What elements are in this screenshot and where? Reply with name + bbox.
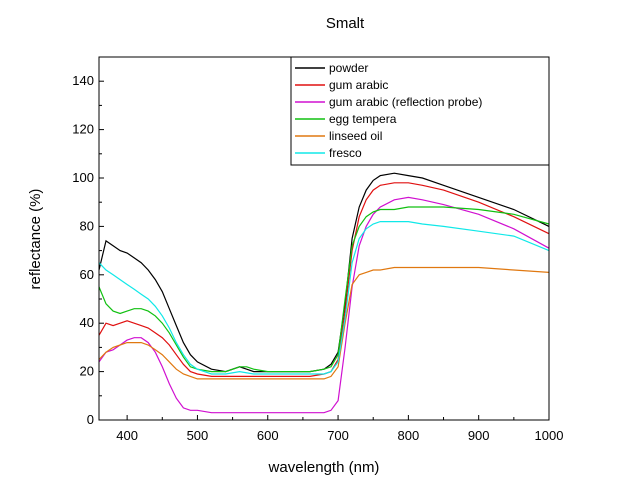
y-tick-label: 120 — [72, 122, 94, 137]
x-tick-label: 800 — [398, 428, 420, 443]
y-tick-label: 20 — [80, 364, 94, 379]
x-tick-label: 600 — [257, 428, 279, 443]
series-line-4 — [98, 206, 550, 373]
series-line-6 — [98, 221, 550, 375]
x-tick-label: 1000 — [535, 428, 564, 443]
x-tick-label: 400 — [116, 428, 138, 443]
y-tick-label: 0 — [87, 412, 94, 427]
legend-label: gum arabic — [329, 78, 388, 92]
legend-label: powder — [329, 61, 368, 75]
legend-label: fresco — [329, 146, 362, 160]
chart-title: Smalt — [326, 15, 365, 32]
y-tick-label: 140 — [72, 73, 94, 88]
x-axis-label: wavelength (nm) — [268, 459, 380, 476]
legend-label: gum arabic (reflection probe) — [329, 95, 482, 109]
y-axis-label: reflectance (%) — [27, 189, 44, 290]
y-tick-label: 40 — [80, 315, 94, 330]
series-line-3 — [98, 196, 550, 414]
y-tick-label: 60 — [80, 267, 94, 282]
x-axis: 400 500 600 700 800 900 1000 — [116, 415, 563, 443]
legend-label: linseed oil — [329, 129, 382, 143]
legend: powder gum arabic gum arabic (reflection p… — [290, 56, 550, 166]
y-tick-label: 100 — [72, 170, 94, 185]
x-tick-label: 700 — [327, 428, 349, 443]
series-line-1 — [98, 172, 550, 373]
series-line-5 — [98, 266, 550, 380]
y-axis: 0 20 40 60 80 100 120 140 — [72, 73, 104, 427]
x-tick-label: 900 — [468, 428, 490, 443]
plot-lines — [98, 172, 550, 414]
series-line-2 — [98, 182, 550, 377]
legend-box — [290, 56, 550, 166]
x-tick-label: 500 — [187, 428, 209, 443]
legend-label: egg tempera — [329, 112, 397, 126]
y-tick-label: 80 — [80, 218, 94, 233]
